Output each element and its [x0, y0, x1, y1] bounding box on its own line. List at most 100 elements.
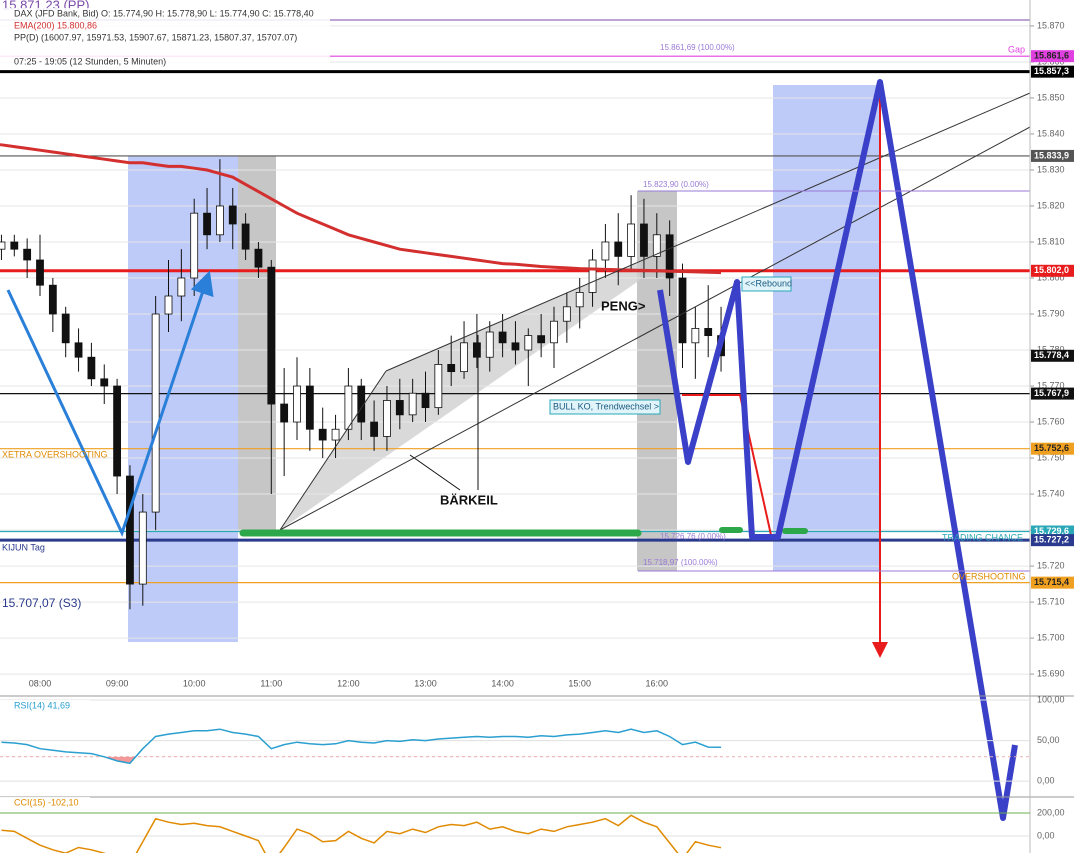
y-tick-label: 15.780	[1037, 344, 1065, 354]
level-box	[1031, 442, 1074, 455]
candle-body	[23, 248, 32, 261]
level-box	[1031, 149, 1074, 162]
candle-body	[550, 320, 558, 344]
scenario-zigzag	[657, 79, 1018, 821]
candle-body	[614, 241, 623, 257]
candle-body	[241, 223, 250, 250]
level-label: 15.767,9	[1034, 388, 1069, 398]
indicator-panel	[0, 812, 1030, 853]
y-tick-label: 15.770	[1037, 380, 1065, 390]
candle-body	[203, 212, 211, 236]
annotation: TRADING CHANCE	[942, 532, 1023, 542]
candle-body	[485, 331, 494, 358]
candle-body	[280, 403, 289, 423]
candle-body	[678, 277, 687, 344]
candle-body	[293, 385, 301, 423]
candle-body	[421, 392, 430, 409]
annotation: PENG>	[601, 298, 646, 313]
candle-body	[665, 234, 674, 279]
candle-body	[383, 400, 391, 437]
level-box	[1031, 65, 1074, 78]
level-label: 15.833,9	[1034, 150, 1069, 160]
candle-body	[190, 212, 199, 279]
level-label: 15.857,3	[1034, 66, 1069, 76]
y-tick-label: 15.820	[1037, 200, 1065, 210]
candle-body	[562, 306, 571, 322]
y-tick-label: 200,00	[1037, 807, 1065, 817]
candle-body	[164, 295, 173, 315]
annotation: 15.823,90 (0.00%)	[643, 180, 709, 189]
indicator-panel	[0, 699, 1030, 782]
header-line: EMA(200) 15.800,86	[14, 20, 97, 30]
wedge-line	[279, 370, 387, 531]
candle-body	[627, 223, 635, 257]
candle-body	[126, 475, 134, 585]
header-line: DAX (JFD Bank, Bid) O: 15.774,90 H: 15.7…	[14, 8, 314, 18]
level-box	[1031, 50, 1074, 63]
indicator-legend-bg	[0, 797, 90, 809]
x-tick-label: 12:00	[337, 678, 360, 688]
annotation: <<Rebound	[745, 278, 792, 288]
annotation: 15.726,76 (0.00%)	[660, 532, 726, 541]
annotation: Gap	[1008, 44, 1025, 54]
scenario-arrow	[6, 270, 214, 538]
candle-body	[472, 342, 481, 358]
indicator-name: CCI(15) -102,10	[14, 797, 79, 807]
candle-body	[87, 356, 96, 380]
candle-body	[511, 342, 520, 351]
x-tick-label: 10:00	[183, 678, 206, 688]
y-tick-label: 50,00	[1037, 735, 1060, 745]
level-label: 15.715,4	[1034, 577, 1069, 587]
candle-body	[228, 205, 237, 225]
y-tick-label: 0,00	[1037, 830, 1055, 840]
candle-body	[48, 284, 57, 315]
note-box	[741, 276, 792, 292]
x-tick-label: 11:00	[260, 678, 282, 688]
candle-body	[498, 331, 507, 344]
y-tick-label: 15.810	[1037, 236, 1065, 246]
candle-body	[652, 234, 661, 257]
y-tick-label: 15.870	[1037, 20, 1065, 30]
y-tick-label: 15.800	[1037, 272, 1065, 282]
level-box	[1031, 349, 1074, 362]
candle-body	[74, 342, 83, 358]
scenario-line	[682, 394, 772, 536]
level-label: 15.802,0	[1034, 265, 1069, 275]
level-box	[1031, 264, 1074, 277]
level-box	[1031, 387, 1074, 400]
indicator-line	[1, 814, 722, 853]
level-label: 15.752,6	[1034, 443, 1069, 453]
candle-body	[370, 421, 379, 437]
level-label: 15.861,6	[1034, 51, 1069, 61]
y-tick-label: 15.710	[1037, 596, 1065, 606]
candle-body	[575, 292, 584, 308]
annotation: 15.861,69 (100.00%)	[660, 43, 735, 52]
annotation: BULL KO, Trendwechsel >	[553, 401, 659, 411]
annotation: KIJUN Tag	[2, 542, 45, 552]
candle-body	[0, 241, 6, 250]
candle-body	[177, 277, 186, 297]
x-tick-label: 08:00	[29, 678, 52, 688]
candle-body	[344, 385, 353, 430]
ema-line	[1, 143, 722, 275]
candle-body	[215, 205, 224, 236]
wedge-line	[279, 126, 1031, 531]
candle-body	[138, 511, 147, 585]
candle-body	[331, 428, 340, 441]
indicator-line	[1, 728, 722, 765]
wedge-fill	[280, 262, 640, 530]
x-tick-label: 15:00	[568, 678, 591, 688]
annotation: XETRA OVERSHOOTING	[2, 449, 108, 459]
wedge-line	[385, 92, 1031, 372]
indicator-legend-bg	[0, 700, 90, 712]
annotation: 15.707,07 (S3)	[2, 596, 81, 610]
y-tick-label: 15.850	[1037, 92, 1065, 102]
candle-body	[61, 313, 70, 344]
candle-body	[305, 385, 314, 430]
candle-body	[113, 385, 121, 477]
candle-body	[36, 259, 44, 286]
y-tick-label: 0,00	[1037, 776, 1055, 786]
candle-body	[318, 428, 327, 441]
